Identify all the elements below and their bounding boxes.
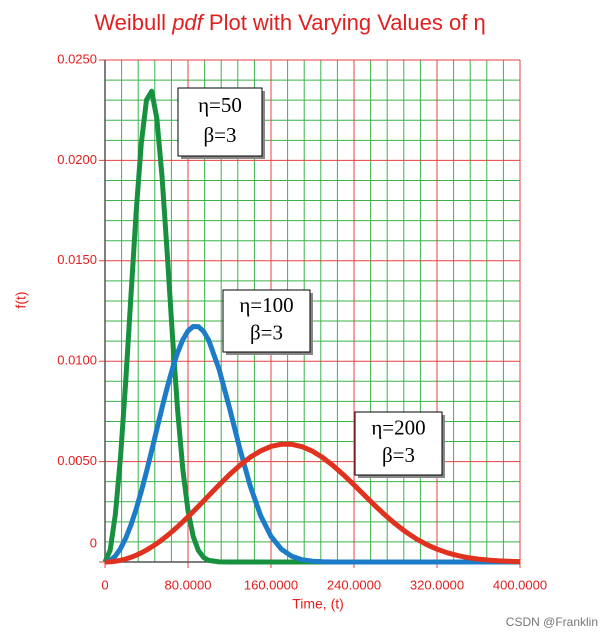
x-tick-label: 160.0000	[244, 577, 298, 592]
chart-title: Weibull pdf Plot with Varying Values of …	[94, 10, 485, 35]
annotation-text: η=50	[198, 93, 242, 117]
x-tick-label: 400.0000	[493, 577, 547, 592]
x-tick-label: 320.0000	[410, 577, 464, 592]
series-line	[104, 441, 521, 565]
annotation-text: η=100	[239, 293, 293, 317]
y-tick-label: 0.0100	[57, 353, 97, 368]
y-tick-label: 0.0150	[57, 252, 97, 267]
annotation-text: β=3	[250, 320, 283, 344]
title-part: Plot with Varying Values of η	[209, 10, 486, 35]
x-tick-label: 0	[101, 577, 108, 592]
x-axis-label: Time, (t)	[292, 596, 344, 612]
title-part: pdf	[171, 10, 205, 35]
y-axis-label: f(t)	[13, 291, 29, 308]
annotation-box	[177, 87, 263, 157]
watermark: CSDN @Franklin	[506, 615, 598, 629]
y-tick-label: 0.0200	[57, 152, 97, 167]
x-tick-label: 80.0000	[165, 577, 212, 592]
title-part: Weibull	[94, 10, 166, 35]
y-tick-label: 0.0250	[57, 51, 97, 66]
annotation-text: β=3	[203, 123, 236, 147]
annotation-text: β=3	[382, 443, 415, 467]
annotation: η=200 β=3	[354, 411, 445, 478]
annotation-text: η=200	[371, 415, 425, 439]
series-line	[104, 323, 520, 565]
annotation-box	[354, 411, 443, 476]
y-tick-label: 0	[90, 535, 97, 550]
x-tick-label: 240.0000	[327, 577, 381, 592]
annotation: η=100 β=3	[222, 289, 313, 355]
y-tick-label: 0.0050	[57, 453, 97, 468]
annotation-box	[222, 289, 311, 353]
annotation: η=50 β=3	[177, 87, 265, 159]
